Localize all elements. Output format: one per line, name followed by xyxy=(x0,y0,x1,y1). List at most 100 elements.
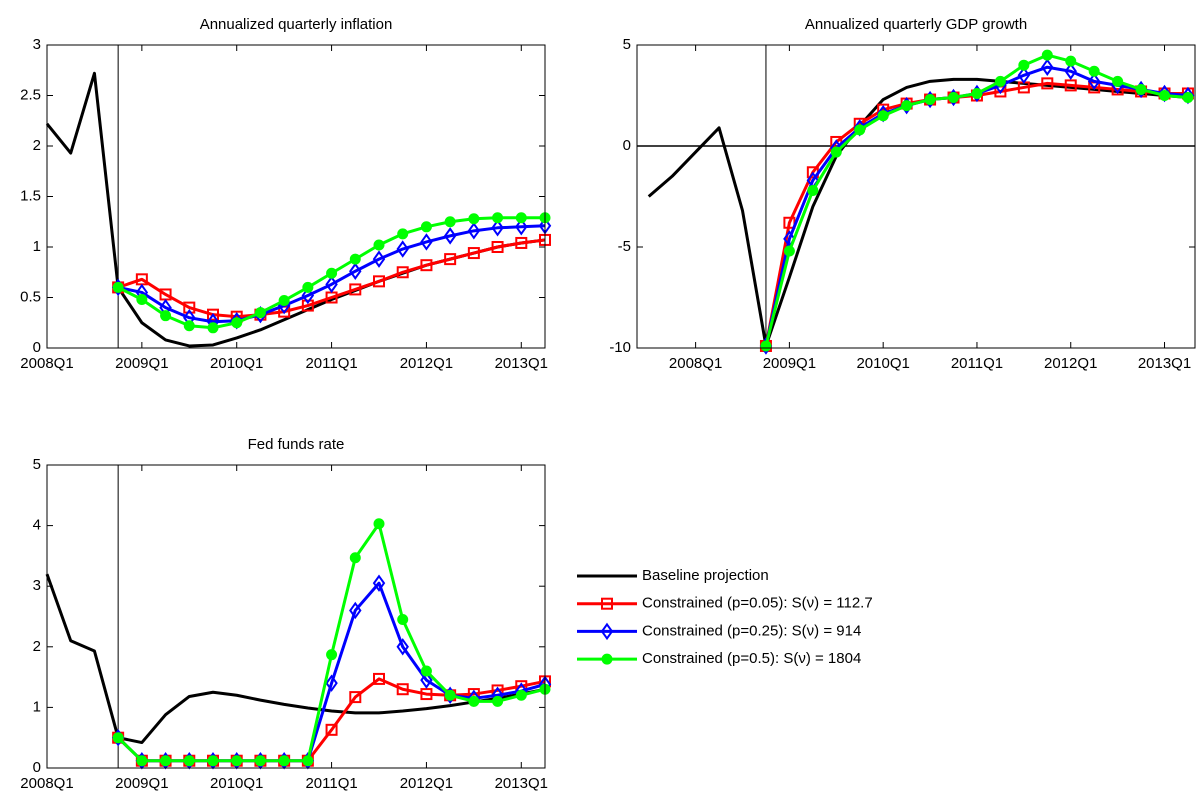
x-tick-label: 2011Q1 xyxy=(305,775,357,792)
marker-circle xyxy=(254,307,266,319)
y-tick-label: 1 xyxy=(33,698,41,715)
x-tick-label: 2013Q1 xyxy=(495,355,548,372)
marker-diamond xyxy=(420,233,433,251)
marker-circle xyxy=(1065,55,1077,67)
marker-circle xyxy=(924,94,936,106)
marker-circle xyxy=(1182,92,1194,104)
marker-square xyxy=(349,283,362,296)
y-tick-label: 3 xyxy=(33,577,41,594)
y-tick-label: 0 xyxy=(623,137,631,154)
x-tick-label: 2010Q1 xyxy=(856,355,909,372)
marker-circle xyxy=(830,146,842,158)
marker-square xyxy=(373,275,385,288)
axes-box xyxy=(46,464,546,769)
legend-label: Constrained (p=0.05): S(ν) = 112.7 xyxy=(642,595,873,612)
marker-circle xyxy=(877,110,889,122)
x-tick-label: 2012Q1 xyxy=(400,355,453,372)
plot-area xyxy=(637,45,1195,348)
axes-box xyxy=(46,44,546,349)
marker-square xyxy=(467,247,480,260)
series-line xyxy=(117,238,546,319)
marker-circle xyxy=(136,755,148,767)
marker-diamond xyxy=(1087,72,1101,91)
marker-diamond xyxy=(301,286,315,305)
series-line xyxy=(117,224,546,324)
marker-circle xyxy=(160,310,172,322)
plot-area xyxy=(47,45,545,348)
chart-title: Annualized quarterly inflation xyxy=(200,16,393,33)
marker-square xyxy=(396,683,409,696)
y-tick-label: 3 xyxy=(33,36,41,53)
marker-diamond xyxy=(467,222,481,240)
marker-square xyxy=(207,308,219,321)
marker-diamond xyxy=(396,638,409,656)
marker-circle xyxy=(1041,49,1053,61)
y-tick-label: 1 xyxy=(33,238,41,255)
marker-square xyxy=(349,691,362,704)
marker-diamond xyxy=(396,240,409,258)
y-tick-label: 5 xyxy=(33,456,41,473)
y-tick-label: 0.5 xyxy=(20,288,41,305)
marker-circle xyxy=(994,75,1006,87)
marker-circle xyxy=(492,212,504,224)
marker-circle xyxy=(1159,90,1171,101)
marker-square xyxy=(301,299,314,312)
marker-circle xyxy=(373,239,385,251)
marker-circle xyxy=(349,552,361,564)
marker-circle xyxy=(492,695,504,707)
marker-circle xyxy=(515,689,527,701)
y-tick-label: 0 xyxy=(33,339,41,356)
marker-circle xyxy=(302,755,314,767)
marker-circle xyxy=(231,755,243,767)
marker-circle xyxy=(444,689,456,701)
marker-circle xyxy=(136,294,148,306)
series-line xyxy=(647,77,1189,348)
marker-square xyxy=(1064,79,1077,92)
x-tick-label: 2012Q1 xyxy=(400,775,453,792)
marker-circle xyxy=(468,695,480,707)
marker-circle xyxy=(112,732,124,744)
y-tick-label: 2 xyxy=(33,638,41,655)
marker-circle xyxy=(373,518,385,530)
marker-diamond xyxy=(325,275,338,294)
marker-circle xyxy=(183,755,195,767)
legend: Baseline projection Constrained (p=0.05):… xyxy=(570,560,968,672)
marker-square xyxy=(515,236,528,249)
y-tick-label: 2.5 xyxy=(20,86,41,103)
marker-diamond xyxy=(372,250,386,268)
marker-diamond xyxy=(443,227,457,245)
marker-circle xyxy=(112,281,124,293)
subplot: Annualized quarterly GDP growth -10 -5 0 5 20… xyxy=(609,16,1196,372)
marker-diamond xyxy=(600,622,614,641)
marker-square xyxy=(444,253,457,266)
x-tick-label: 2010Q1 xyxy=(210,775,263,792)
marker-square xyxy=(420,259,433,272)
x-tick-label: 2009Q1 xyxy=(115,355,168,372)
marker-circle xyxy=(854,124,866,136)
marker-circle xyxy=(1112,75,1124,87)
marker-circle xyxy=(183,320,195,332)
marker-diamond xyxy=(372,574,386,592)
x-tick-label: 2008Q1 xyxy=(20,355,73,372)
marker-diamond xyxy=(325,674,338,692)
marker-circle xyxy=(1018,59,1030,71)
marker-square xyxy=(373,672,385,685)
marker-circle xyxy=(807,184,819,196)
marker-circle xyxy=(326,267,338,279)
x-tick-label: 2009Q1 xyxy=(115,775,168,792)
marker-circle xyxy=(948,92,960,104)
marker-diamond xyxy=(349,601,362,620)
y-tick-label: 1.5 xyxy=(20,187,41,204)
marker-circle xyxy=(278,295,290,307)
marker-diamond xyxy=(491,219,504,237)
y-tick-label: 5 xyxy=(623,36,631,53)
marker-circle xyxy=(901,100,913,112)
marker-circle xyxy=(1088,65,1100,77)
marker-circle xyxy=(231,317,243,329)
x-tick-label: 2008Q1 xyxy=(669,355,722,372)
x-tick-label: 2013Q1 xyxy=(495,775,548,792)
marker-square xyxy=(325,723,338,736)
marker-circle xyxy=(515,212,527,224)
x-tick-label: 2012Q1 xyxy=(1044,355,1097,372)
